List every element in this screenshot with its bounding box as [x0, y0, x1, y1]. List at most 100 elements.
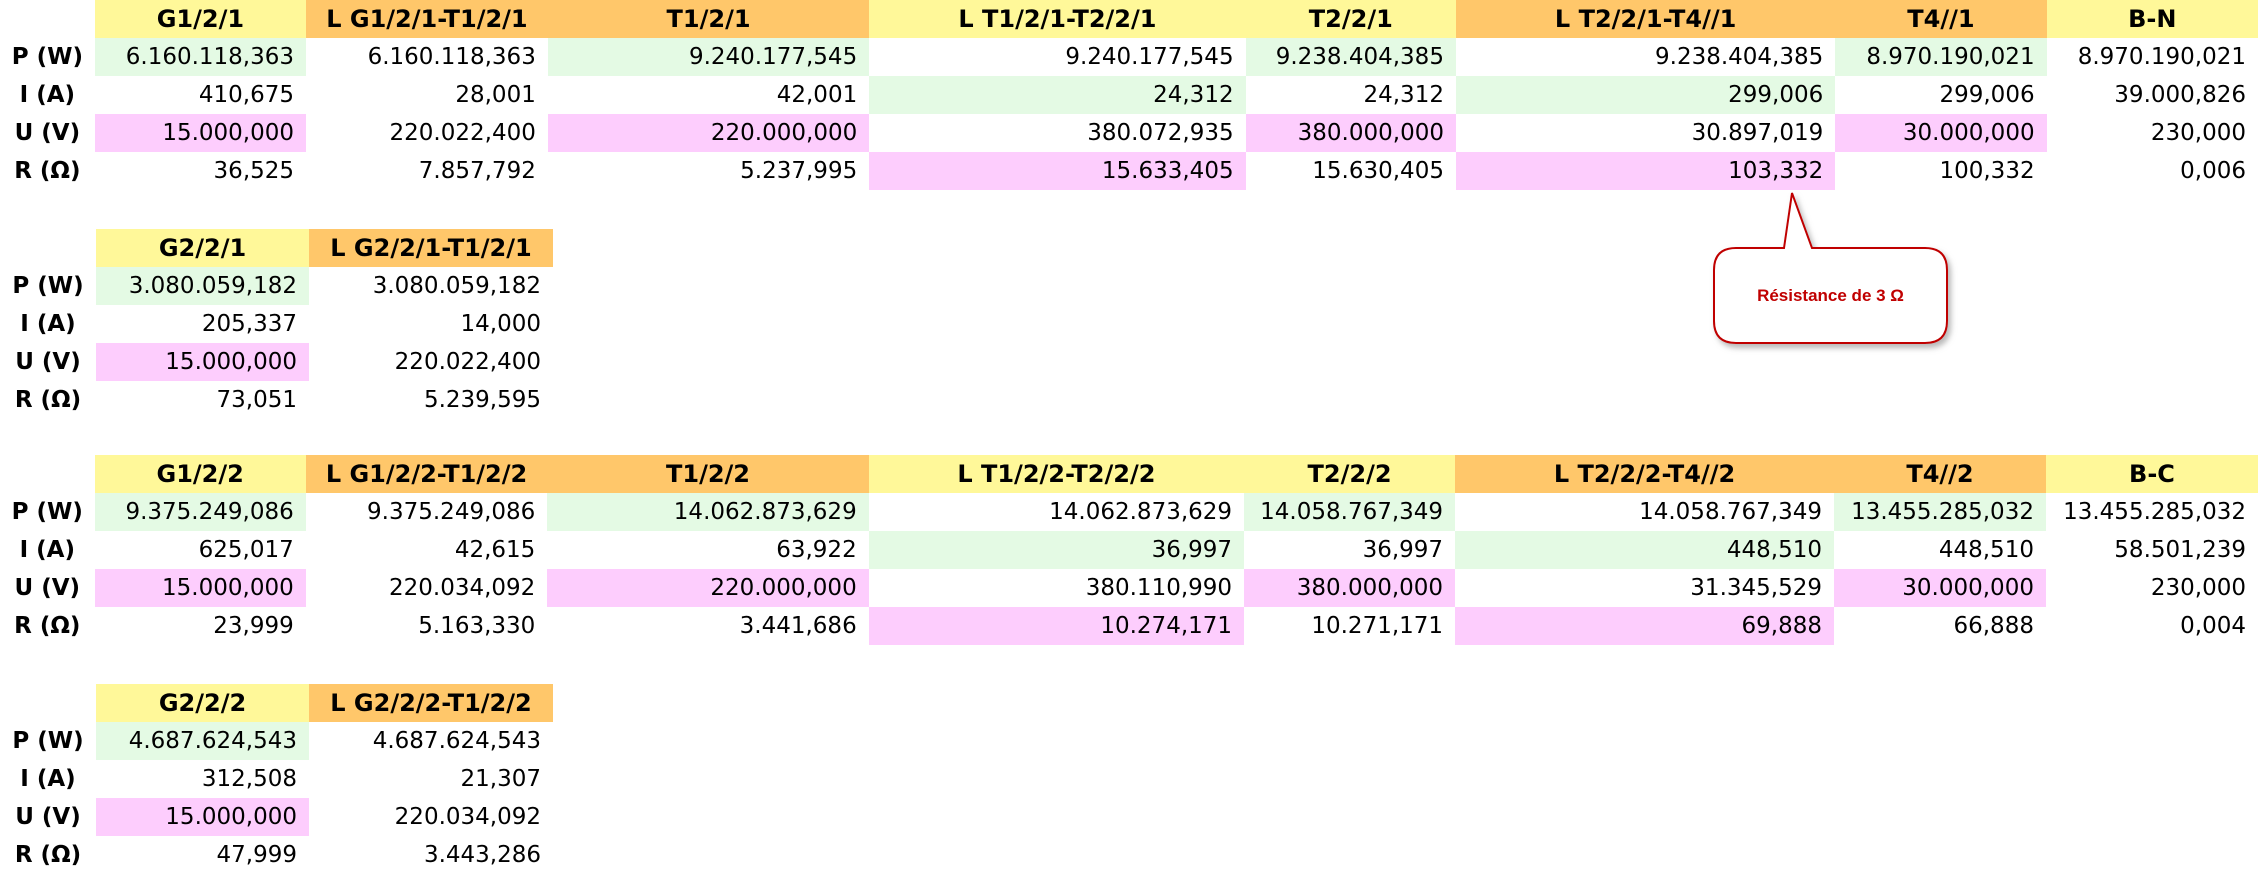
- table-cell[interactable]: 625,017: [198, 537, 294, 563]
- table-cell[interactable]: 380.000,000: [1245, 114, 1456, 152]
- table-cell[interactable]: 7.857,792: [418, 158, 536, 184]
- table-cell[interactable]: 0,004: [2180, 613, 2246, 639]
- table-cell[interactable]: 28,001: [455, 82, 536, 108]
- row-label: P (W): [11, 44, 83, 70]
- table-cell[interactable]: 9.238.404,385: [1245, 38, 1456, 76]
- table-cell[interactable]: 3.443,286: [423, 842, 541, 868]
- table-cell[interactable]: 9.375.249,086: [367, 499, 536, 525]
- table-cell[interactable]: 13.455.285,032: [2063, 499, 2246, 525]
- column-header: B-C: [2045, 455, 2258, 493]
- table-row: I (A) 410,675 28,001 42,001 24,312 24,31…: [0, 76, 2258, 114]
- table-cell[interactable]: 14.062.873,629: [1049, 499, 1233, 525]
- table-cell[interactable]: 4.687.624,543: [372, 728, 541, 754]
- row-label: I (A): [20, 311, 76, 337]
- table-cell[interactable]: 15.630,405: [1312, 158, 1444, 184]
- table-cell[interactable]: 10.271,171: [1311, 613, 1444, 639]
- table-cell[interactable]: 9.375.249,086: [94, 493, 306, 531]
- row-label: R (Ω): [14, 613, 81, 639]
- table-cell[interactable]: 42,615: [454, 537, 536, 563]
- table-cell[interactable]: 100,332: [1939, 158, 2035, 184]
- table-cell[interactable]: 299,006: [1939, 82, 2035, 108]
- table-cell[interactable]: 10.274,171: [868, 607, 1245, 645]
- table-cell[interactable]: 448,510: [1455, 531, 1834, 569]
- table-cell[interactable]: 3.080.059,182: [372, 273, 541, 299]
- column-header: L G2/2/2-T1/2/2: [309, 684, 553, 722]
- table-cell[interactable]: 39.000,826: [2114, 82, 2246, 108]
- table-cell[interactable]: 73,051: [216, 387, 297, 413]
- table-cell[interactable]: 220.000,000: [547, 114, 870, 152]
- row-label: R (Ω): [14, 158, 81, 184]
- table-cell[interactable]: 6.160.118,363: [367, 44, 536, 70]
- table-cell[interactable]: 220.022,400: [394, 349, 541, 375]
- table-cell[interactable]: 24,312: [1363, 82, 1444, 108]
- table-cell[interactable]: 36,997: [868, 531, 1245, 569]
- table-cell[interactable]: 15.633,405: [869, 152, 1246, 190]
- resistance-callout[interactable]: Résistance de 3 Ω: [1713, 192, 1948, 344]
- table-row: U (V) 15.000,000 220.022,400: [0, 343, 553, 381]
- table-cell[interactable]: 380.110,990: [1085, 575, 1233, 601]
- table-cell[interactable]: 205,337: [201, 311, 297, 337]
- table-cell[interactable]: 14.062.873,629: [547, 493, 869, 531]
- table-cell[interactable]: 312,508: [201, 766, 297, 792]
- table-cell[interactable]: 220.034,092: [388, 575, 536, 601]
- table-cell[interactable]: 0,006: [2180, 158, 2246, 184]
- table-cell[interactable]: 36,525: [213, 158, 295, 184]
- table-cell[interactable]: 14.058.767,349: [1639, 499, 1822, 525]
- table-cell[interactable]: 6.160.118,363: [94, 38, 307, 76]
- table-cell[interactable]: 8.970.190,021: [2077, 44, 2246, 70]
- row-label: P (W): [12, 273, 84, 299]
- table-cell[interactable]: 30.897,019: [1691, 120, 1824, 146]
- row-label: U (V): [14, 120, 81, 146]
- table-cell[interactable]: 66,888: [1953, 613, 2034, 639]
- table-cell[interactable]: 23,999: [213, 613, 294, 639]
- table-cell[interactable]: 15.000,000: [94, 114, 307, 152]
- table-cell[interactable]: 448,510: [1938, 537, 2034, 563]
- table-cell[interactable]: 14.058.767,349: [1244, 493, 1456, 531]
- table-cell[interactable]: 47,999: [216, 842, 297, 868]
- table-cell[interactable]: 42,001: [776, 82, 858, 108]
- table-cell[interactable]: 36,997: [1362, 537, 1444, 563]
- table-cell[interactable]: 230,000: [2150, 120, 2246, 146]
- table-cell[interactable]: 5.239,595: [423, 387, 541, 413]
- column-header: L G1/2/1-T1/2/1: [306, 0, 548, 38]
- table-cell[interactable]: 410,675: [198, 82, 295, 108]
- table-cell[interactable]: 63,922: [776, 537, 857, 563]
- table-cell[interactable]: 230,000: [2150, 575, 2246, 601]
- table-cell[interactable]: 220.022,400: [389, 120, 536, 146]
- table-cell[interactable]: 15.000,000: [94, 569, 306, 607]
- table-cell[interactable]: 30.000,000: [1835, 114, 2047, 152]
- table-cell[interactable]: 220.034,092: [394, 804, 541, 830]
- table-cell[interactable]: 9.240.177,545: [1065, 44, 1234, 70]
- row-label: U (V): [15, 804, 81, 830]
- table-cell[interactable]: 8.970.190,021: [1835, 38, 2047, 76]
- table-cell[interactable]: 4.687.624,543: [96, 722, 309, 760]
- table-cell[interactable]: 3.441,686: [739, 613, 857, 639]
- table-cell[interactable]: 21,307: [460, 766, 541, 792]
- table-cell[interactable]: 3.080.059,182: [96, 267, 309, 305]
- table-cell[interactable]: 103,332: [1455, 152, 1836, 190]
- table-cell[interactable]: 15.000,000: [96, 798, 309, 836]
- table-cell[interactable]: 31.345,529: [1690, 575, 1822, 601]
- table-cell[interactable]: 24,312: [869, 76, 1246, 114]
- column-header: L G2/2/1-T1/2/1: [309, 229, 553, 267]
- table-cell[interactable]: 14,000: [460, 311, 541, 337]
- table-block-1: G1/2/1 L G1/2/1-T1/2/1 T1/2/1 L T1/2/1-T…: [0, 0, 2258, 190]
- table-cell[interactable]: 5.163,330: [418, 613, 536, 639]
- table-cell[interactable]: 13.455.285,032: [1834, 493, 2046, 531]
- table-cell[interactable]: 5.237,995: [740, 158, 858, 184]
- table-cell[interactable]: 30.000,000: [1834, 569, 2046, 607]
- row-label: I (A): [19, 537, 75, 563]
- table-cell[interactable]: 299,006: [1455, 76, 1836, 114]
- table-cell[interactable]: 9.238.404,385: [1655, 44, 1824, 70]
- table-cell[interactable]: 380.000,000: [1244, 569, 1456, 607]
- column-header: T4//1: [1835, 0, 2047, 38]
- table-cell[interactable]: 58.501,239: [2114, 537, 2246, 563]
- table-block-3: G1/2/2 L G1/2/2-T1/2/2 T1/2/2 L T1/2/2-T…: [0, 455, 2258, 645]
- table-cell[interactable]: 69,888: [1455, 607, 1834, 645]
- table-row: P (W) 9.375.249,086 9.375.249,086 14.062…: [0, 493, 2258, 531]
- callout-bubble-shape: [1713, 192, 1948, 344]
- table-cell[interactable]: 15.000,000: [96, 343, 309, 381]
- table-cell[interactable]: 220.000,000: [547, 569, 869, 607]
- table-cell[interactable]: 9.240.177,545: [547, 38, 870, 76]
- table-cell[interactable]: 380.072,935: [1087, 120, 1234, 146]
